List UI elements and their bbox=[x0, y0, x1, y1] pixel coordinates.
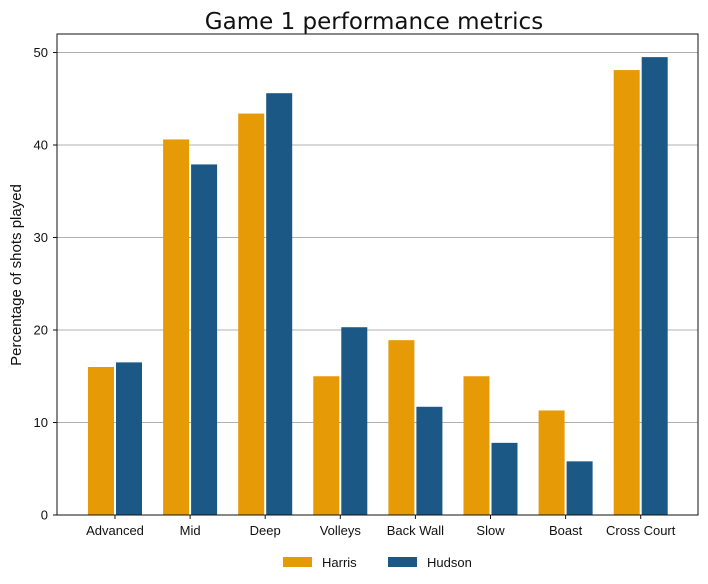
x-tick-label: Cross Court bbox=[606, 523, 676, 538]
bar-hudson-deep bbox=[266, 93, 293, 515]
bar-hudson-mid bbox=[191, 164, 218, 516]
bar-hudson-volleys bbox=[341, 327, 368, 515]
y-tick-label: 20 bbox=[34, 323, 48, 338]
x-tick-label: Slow bbox=[476, 523, 505, 538]
legend-swatch-hudson bbox=[388, 557, 417, 567]
chart-title: Game 1 performance metrics bbox=[205, 9, 543, 35]
y-tick-label: 0 bbox=[41, 508, 48, 523]
bar-hudson-cross-court bbox=[641, 57, 668, 515]
bar-harris-advanced bbox=[88, 367, 114, 515]
bar-hudson-slow bbox=[491, 442, 518, 515]
x-tick-label: Mid bbox=[180, 523, 201, 538]
gridlines bbox=[57, 52, 698, 423]
bar-harris-back-wall bbox=[388, 340, 415, 515]
bars bbox=[88, 57, 668, 516]
bar-hudson-back-wall bbox=[416, 406, 443, 515]
y-tick-label: 40 bbox=[34, 138, 48, 153]
bar-harris-cross-court bbox=[613, 70, 640, 515]
bar-harris-volleys bbox=[313, 376, 340, 515]
legend-swatch-harris bbox=[283, 557, 312, 567]
legend-label-hudson: Hudson bbox=[427, 555, 472, 570]
bar-hudson-boast bbox=[566, 461, 593, 515]
x-tick-label: Volleys bbox=[320, 523, 362, 538]
x-tick-label: Boast bbox=[549, 523, 583, 538]
bar-harris-boast bbox=[538, 410, 565, 515]
legend: Harris Hudson bbox=[283, 555, 472, 570]
y-tick-label: 50 bbox=[34, 45, 48, 60]
x-tick-label: Advanced bbox=[86, 523, 144, 538]
bar-harris-mid bbox=[163, 139, 190, 515]
bar-harris-slow bbox=[463, 376, 490, 515]
y-axis-label: Percentage of shots played bbox=[8, 184, 25, 366]
bar-harris-deep bbox=[238, 113, 265, 516]
bar-hudson-advanced bbox=[116, 362, 142, 515]
legend-label-harris: Harris bbox=[322, 555, 357, 570]
y-tick-label: 10 bbox=[34, 415, 48, 430]
x-tick-label: Deep bbox=[250, 523, 281, 538]
x-tick-label: Back Wall bbox=[387, 523, 444, 538]
x-axis: Advanced Mid Deep Volleys Back Wall Slow Boast… bbox=[86, 515, 676, 538]
y-axis: 0 10 20 30 40 50 bbox=[34, 45, 57, 523]
y-tick-label: 30 bbox=[34, 230, 48, 245]
plot-frame bbox=[56, 33, 699, 516]
